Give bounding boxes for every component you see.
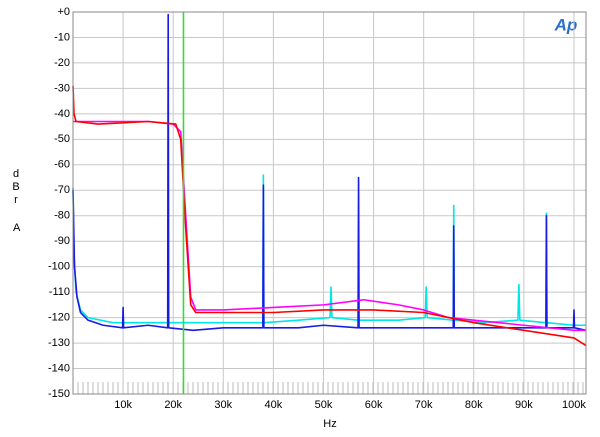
y-tick-label: -110 xyxy=(49,286,70,298)
y-tick-label: +0 xyxy=(57,6,70,18)
y-tick-label: -130 xyxy=(48,337,70,349)
x-tick-label: 40k xyxy=(265,399,283,411)
y-tick-label: -100 xyxy=(48,261,70,273)
y-tick-label: -150 xyxy=(48,388,70,400)
x-tick-label: 100k xyxy=(562,399,586,411)
x-tick-label: 20k xyxy=(164,399,182,411)
y-tick-label: -40 xyxy=(54,108,70,120)
y-tick-label: -60 xyxy=(54,159,70,171)
y-tick-label: -140 xyxy=(48,362,70,374)
x-tick-label: 50k xyxy=(315,399,333,411)
logo: Ap xyxy=(554,15,578,34)
y-axis-label: dBr xyxy=(10,168,22,207)
x-axis-label: Hz xyxy=(323,418,336,430)
y-tick-label: -90 xyxy=(54,235,70,247)
plot-border xyxy=(72,11,587,395)
y-tick-label: -80 xyxy=(54,210,70,222)
y-tick-label: -120 xyxy=(48,312,70,324)
x-tick-label: 60k xyxy=(365,399,383,411)
y-tick-label: -10 xyxy=(54,31,70,43)
x-tick-label: 80k xyxy=(465,399,483,411)
y-tick-label: -70 xyxy=(54,184,70,196)
x-tick-label: 30k xyxy=(214,399,232,411)
series-line xyxy=(72,85,587,347)
x-tick-label: 70k xyxy=(415,399,433,411)
y-axis-weighting: A xyxy=(13,222,21,234)
x-tick-label: 90k xyxy=(515,399,533,411)
x-tick-label: 10k xyxy=(114,399,132,411)
y-tick-label: -30 xyxy=(54,82,70,94)
y-tick-label: -50 xyxy=(54,133,70,145)
plot-area xyxy=(72,11,587,395)
y-tick-label: -20 xyxy=(54,57,70,69)
series-line xyxy=(72,13,587,332)
